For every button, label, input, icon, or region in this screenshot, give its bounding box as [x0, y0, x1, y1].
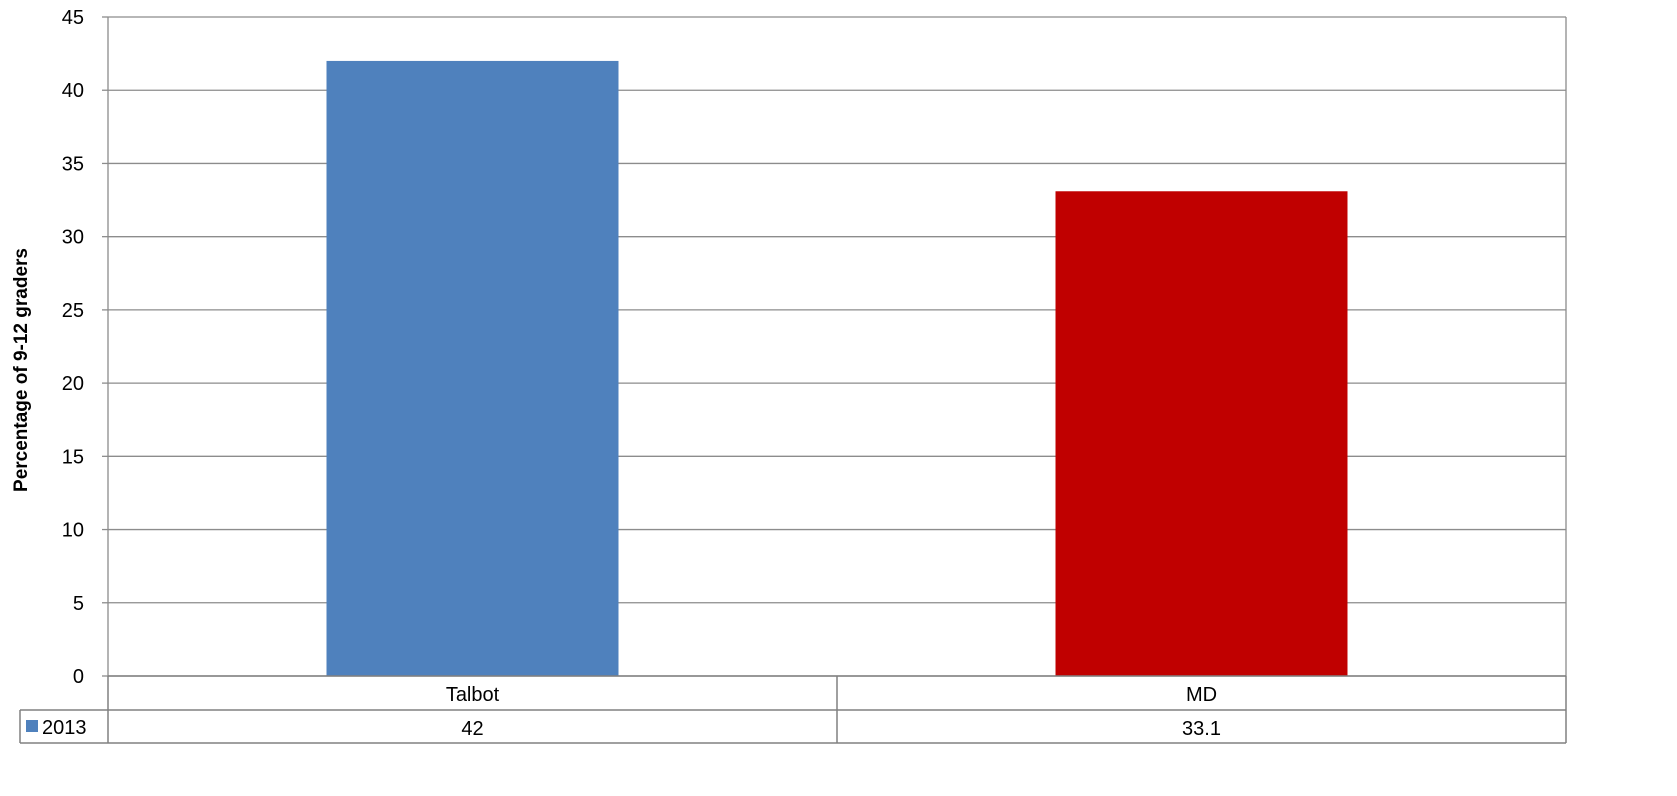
bar-md	[1055, 191, 1348, 676]
y-tick-label: 0	[73, 666, 84, 688]
y-tick-label: 20	[62, 373, 84, 395]
data-table: Talbot 42 MD 33.1 2013	[19, 675, 1567, 744]
y-tick-label: 35	[62, 153, 84, 175]
table-cell-value: 42	[461, 718, 483, 740]
y-tick-label: 40	[62, 80, 84, 102]
y-tick-label: 10	[62, 520, 84, 542]
y-tick-label: 45	[62, 7, 84, 29]
bar-talbot	[326, 60, 619, 676]
y-tick-label: 30	[62, 227, 84, 249]
bars	[326, 60, 1348, 676]
x-category-label: MD	[1186, 684, 1217, 706]
y-axis: 0 5 10 15 20 25 30 35 40 45	[62, 7, 1567, 688]
x-category-label: Talbot	[446, 684, 500, 706]
y-tick-label: 25	[62, 300, 84, 322]
legend-swatch	[26, 720, 38, 732]
table-cell-value: 33.1	[1182, 718, 1221, 740]
y-axis-title: Percentage of 9-12 graders	[11, 248, 32, 492]
y-tick-label: 5	[73, 593, 84, 615]
legend-label: 2013	[42, 717, 87, 739]
y-tick-label: 15	[62, 446, 84, 468]
